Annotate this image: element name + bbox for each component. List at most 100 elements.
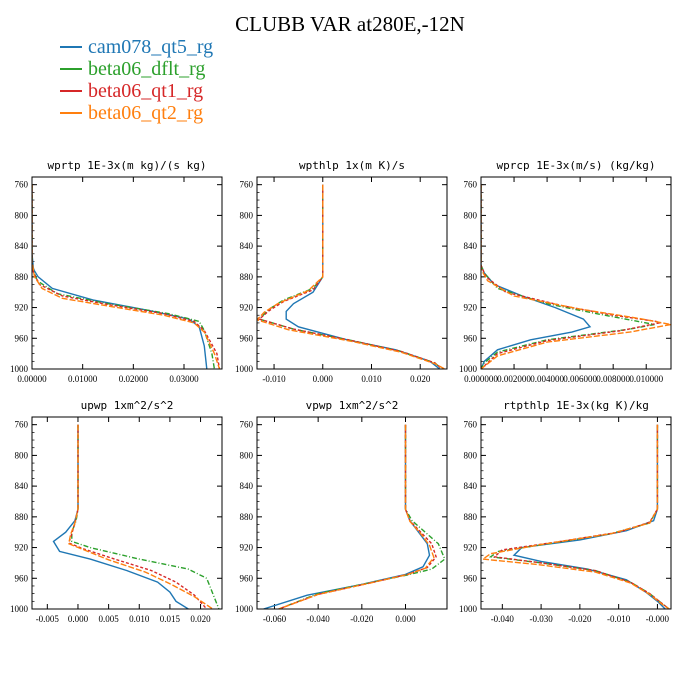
series-line-beta06_qt2_rg (32, 184, 221, 369)
series-line-beta06_qt2_rg (257, 184, 445, 369)
y-tick-label: 920 (464, 303, 478, 313)
series-line-beta06_qt2_rg (278, 424, 435, 609)
y-tick-label: 1000 (235, 364, 254, 374)
series-line-beta06_dflt_rg (278, 424, 446, 609)
series-line-beta06_qt1_rg (67, 424, 208, 609)
y-tick-label: 880 (15, 512, 29, 522)
panel-title: wprtp 1E-3x(m kg)/(s kg) (48, 159, 207, 172)
y-tick-label: 880 (15, 272, 29, 282)
series-line-beta06_dflt_rg (32, 184, 216, 369)
y-tick-label: 1000 (10, 604, 29, 614)
y-tick-label: 760 (464, 420, 478, 430)
series-line-beta06_qt1_rg (278, 424, 437, 609)
plot-panel: rtpthlp 1E-3x(kg K)/kg 760 800 840 880 920 960… (459, 399, 672, 624)
y-tick-label: 920 (15, 303, 29, 313)
y-tick-label: 840 (464, 241, 478, 251)
series-line-beta06_qt2_rg (68, 424, 214, 609)
y-tick-label: 880 (240, 512, 254, 522)
series-group (263, 424, 446, 609)
x-tick-label: 0.015 (160, 614, 181, 624)
y-tick-label: 840 (240, 481, 254, 491)
series-line-cam078_qt5_rg (512, 424, 666, 609)
x-tick-label: 0.000 (68, 614, 89, 624)
legend-item: cam078_qt5_rg (60, 36, 213, 58)
legend: cam078_qt5_rg beta06_dflt_rg beta06_qt1_… (60, 36, 213, 124)
y-tick-label: 1000 (235, 604, 254, 614)
x-tick-label: 0.004000 (530, 374, 564, 384)
y-tick-label: 800 (464, 210, 478, 220)
y-tick-label: 800 (15, 210, 29, 220)
y-tick-label: 960 (240, 333, 254, 343)
series-line-beta06_qt1_rg (492, 424, 670, 609)
plot-panel: wpthlp 1x(m K)/s 760 800 840 880 920 960 1000 -0… (235, 159, 448, 384)
y-tick-label: 960 (240, 573, 254, 583)
x-tick-label: 0.006000 (563, 374, 597, 384)
legend-label: cam078_qt5_rg (88, 36, 214, 58)
panel-title: wpthlp 1x(m K)/s (299, 159, 405, 172)
y-tick-label: 920 (15, 543, 29, 553)
y-tick-label: 960 (15, 333, 29, 343)
legend-swatch (60, 112, 82, 114)
x-tick-label: 0.002000 (497, 374, 531, 384)
y-tick-label: 760 (240, 180, 254, 190)
panel-title: upwp 1xm^2/s^2 (81, 399, 174, 412)
panel-title: wprcp 1E-3x(m/s) (kg/kg) (497, 159, 656, 172)
x-tick-label: -0.020 (350, 614, 374, 624)
y-tick-label: 1000 (459, 604, 478, 614)
x-tick-label: -0.020 (568, 614, 592, 624)
plot-panel: vpwp 1xm^2/s^2 760 800 840 880 920 960 1000 -0.0… (235, 399, 448, 624)
x-tick-label: 0.03000 (169, 374, 199, 384)
x-tick-label: -0.000 (646, 614, 670, 624)
y-tick-label: 840 (15, 481, 29, 491)
legend-swatch (60, 90, 82, 92)
y-tick-label: 960 (15, 573, 29, 583)
series-line-beta06_qt1_rg (257, 184, 443, 369)
x-tick-label: 0.008000 (596, 374, 630, 384)
series-group (481, 424, 670, 609)
x-tick-label: -0.040 (307, 614, 331, 624)
series-group (52, 424, 220, 609)
plot-panel: wprcp 1E-3x(m/s) (kg/kg) 760 800 840 880 920 9… (459, 159, 672, 384)
x-tick-label: 0.01000 (68, 374, 98, 384)
x-tick-label: 0.005 (98, 614, 119, 624)
plot-frame (31, 176, 223, 370)
y-tick-label: 960 (464, 573, 478, 583)
series-line-beta06_qt2_rg (481, 424, 670, 609)
series-group (481, 184, 671, 369)
legend-swatch (60, 68, 82, 70)
legend-label: beta06_qt2_rg (88, 102, 204, 124)
series-group (32, 184, 221, 369)
x-tick-label: -0.005 (36, 614, 60, 624)
y-tick-label: 1000 (10, 364, 29, 374)
x-tick-label: 0.010 (129, 614, 150, 624)
y-tick-label: 760 (464, 180, 478, 190)
x-tick-label: -0.030 (529, 614, 553, 624)
y-tick-label: 800 (240, 210, 254, 220)
y-tick-label: 920 (240, 303, 254, 313)
y-tick-label: 880 (240, 272, 254, 282)
plot-panel: upwp 1xm^2/s^2 760 800 840 880 920 960 1000 -0.0… (10, 399, 223, 624)
legend-label: beta06_qt1_rg (88, 80, 204, 102)
series-line-beta06_dflt_rg (71, 424, 220, 609)
y-tick-label: 800 (240, 450, 254, 460)
series-line-beta06_dflt_rg (481, 184, 655, 369)
x-tick-label: -0.010 (607, 614, 631, 624)
plot-frame (480, 176, 672, 370)
y-tick-label: 880 (464, 512, 478, 522)
x-tick-label: -0.060 (263, 614, 287, 624)
series-line-beta06_qt1_rg (481, 184, 662, 369)
x-tick-label: 0.010000 (629, 374, 663, 384)
series-line-cam078_qt5_rg (32, 184, 208, 369)
y-tick-label: 840 (15, 241, 29, 251)
y-tick-label: 800 (464, 450, 478, 460)
plot-frame (256, 416, 448, 610)
series-line-cam078_qt5_rg (285, 184, 441, 369)
legend-label: beta06_dflt_rg (88, 58, 206, 80)
y-tick-label: 760 (240, 420, 254, 430)
x-tick-label: -0.040 (491, 614, 515, 624)
y-tick-label: 760 (15, 420, 29, 430)
y-tick-label: 760 (15, 180, 29, 190)
plot-frame (31, 416, 223, 610)
x-tick-label: 0.000000 (464, 374, 498, 384)
